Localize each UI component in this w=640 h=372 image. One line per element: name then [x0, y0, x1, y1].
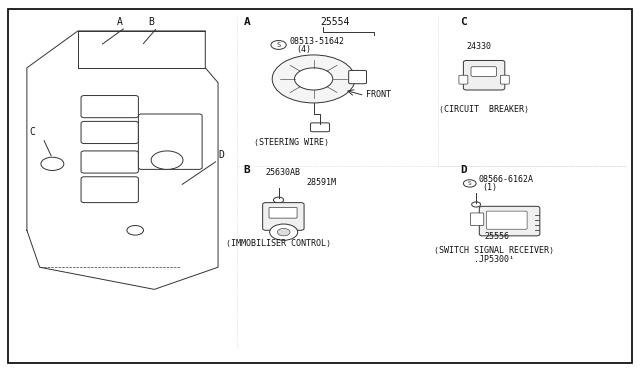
- Circle shape: [271, 41, 286, 49]
- Text: A: A: [116, 17, 122, 28]
- Text: C: C: [29, 127, 35, 137]
- FancyBboxPatch shape: [81, 177, 138, 203]
- Text: 24330: 24330: [467, 42, 492, 51]
- FancyBboxPatch shape: [500, 75, 509, 84]
- FancyBboxPatch shape: [349, 70, 367, 84]
- Text: B: B: [148, 17, 154, 28]
- Text: ⟨CIRCUIT  BREAKER⟩: ⟨CIRCUIT BREAKER⟩: [439, 105, 529, 114]
- FancyBboxPatch shape: [310, 123, 330, 132]
- Text: B: B: [244, 165, 250, 175]
- FancyBboxPatch shape: [470, 213, 484, 225]
- Text: 08513-51642: 08513-51642: [289, 37, 344, 46]
- Text: 28591M: 28591M: [306, 177, 336, 186]
- FancyBboxPatch shape: [463, 61, 505, 90]
- Text: 25630AB: 25630AB: [266, 168, 301, 177]
- FancyBboxPatch shape: [81, 96, 138, 118]
- Circle shape: [277, 228, 290, 236]
- FancyBboxPatch shape: [471, 67, 497, 76]
- Text: ⟨SWITCH SIGNAL RECEIVER⟩: ⟨SWITCH SIGNAL RECEIVER⟩: [434, 246, 554, 255]
- Circle shape: [272, 55, 355, 103]
- Circle shape: [463, 180, 476, 187]
- Text: C: C: [460, 17, 467, 28]
- Circle shape: [151, 151, 183, 169]
- FancyBboxPatch shape: [486, 211, 527, 229]
- Circle shape: [41, 157, 64, 170]
- Text: D: D: [218, 150, 224, 160]
- Text: S: S: [276, 42, 281, 48]
- Circle shape: [294, 68, 333, 90]
- FancyBboxPatch shape: [262, 203, 304, 230]
- FancyBboxPatch shape: [479, 206, 540, 236]
- Text: FRONT: FRONT: [366, 90, 391, 99]
- Text: (1): (1): [483, 183, 497, 192]
- Text: (4): (4): [296, 45, 312, 54]
- FancyBboxPatch shape: [459, 75, 468, 84]
- Text: 25554: 25554: [320, 17, 349, 28]
- Text: .JP5300¹: .JP5300¹: [474, 255, 514, 264]
- Text: S: S: [468, 181, 472, 186]
- FancyBboxPatch shape: [81, 121, 138, 144]
- Circle shape: [127, 225, 143, 235]
- Circle shape: [269, 224, 298, 240]
- Text: ⟨IMMOBILISER CONTROL⟩: ⟨IMMOBILISER CONTROL⟩: [226, 239, 331, 248]
- Circle shape: [472, 202, 481, 207]
- FancyBboxPatch shape: [138, 114, 202, 169]
- Text: 25556: 25556: [484, 232, 509, 241]
- Text: ⟨STEERING WIRE⟩: ⟨STEERING WIRE⟩: [254, 138, 329, 147]
- FancyBboxPatch shape: [269, 208, 297, 218]
- Text: D: D: [460, 165, 467, 175]
- FancyBboxPatch shape: [81, 151, 138, 173]
- Text: 08566-6162A: 08566-6162A: [478, 175, 533, 184]
- Text: A: A: [244, 17, 250, 28]
- Circle shape: [273, 197, 284, 203]
